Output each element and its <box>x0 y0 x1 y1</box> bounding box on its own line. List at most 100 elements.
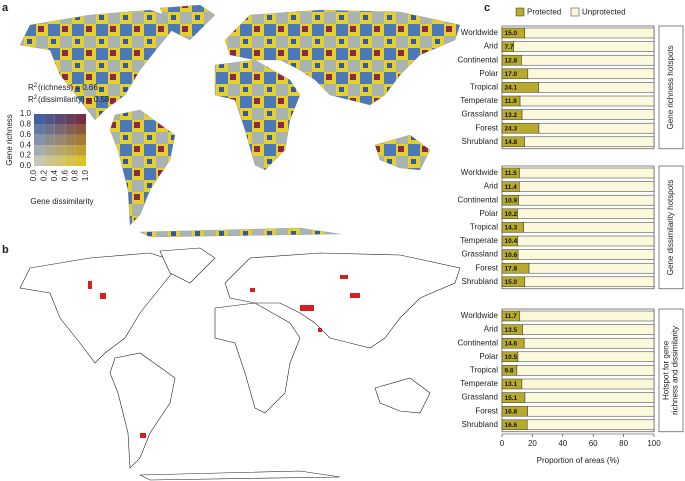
x-axis-label: Proportion of areas (%) <box>537 456 620 465</box>
bar <box>527 68 655 80</box>
group-title-box <box>658 165 684 290</box>
x-tick-label: 100 <box>647 439 661 448</box>
category-label: Grassland <box>462 110 498 119</box>
legend-label: Protected <box>527 8 561 17</box>
bar <box>521 378 655 390</box>
x-tick-label: 40 <box>558 439 567 448</box>
category-label: Shrubland <box>462 137 498 146</box>
legend-cell <box>44 114 55 125</box>
bar <box>528 262 655 274</box>
legend-cell <box>44 155 55 166</box>
map-b <box>19 247 461 481</box>
legend-cell <box>34 134 45 146</box>
legend-cell <box>34 145 45 156</box>
value-label: 14.8 <box>505 139 518 146</box>
value-label: 10.4 <box>505 238 518 245</box>
colorbar-xtick: 0.0 <box>29 169 38 181</box>
stat: (dissimilarity) = 0.58 <box>38 95 110 104</box>
legend-cell <box>65 114 76 125</box>
group-title-box <box>658 308 684 433</box>
category-label: Tropical <box>470 366 498 375</box>
value-label: 17.0 <box>505 71 518 78</box>
category-label: Temperate <box>460 96 498 105</box>
group-title: Gene richness hotspots <box>666 45 675 129</box>
category-label: Forest <box>475 406 498 415</box>
value-label: 14.6 <box>505 340 518 347</box>
legend-cell <box>65 134 76 146</box>
value-label: 13.1 <box>505 381 518 388</box>
stat: R2 <box>28 95 38 105</box>
category-label: Worldwide <box>461 168 499 177</box>
legend-cell <box>44 145 55 156</box>
x-tick-label: 20 <box>528 439 537 448</box>
bar <box>524 276 655 288</box>
legend-swatch <box>515 7 525 17</box>
bar <box>519 310 655 322</box>
category-label: Grassland <box>462 393 498 402</box>
category-label: Continental <box>458 338 499 347</box>
x-tick-label: 80 <box>619 439 628 448</box>
legend-cell <box>75 145 86 156</box>
bar <box>513 41 655 52</box>
category-label: Shrubland <box>462 420 498 429</box>
bar <box>522 324 655 335</box>
category-label: Worldwide <box>461 28 499 37</box>
bar <box>538 122 655 134</box>
legend-cell <box>75 124 86 135</box>
legend-cell <box>44 124 55 135</box>
category-label: Polar <box>479 352 498 361</box>
category-label: Worldwide <box>461 311 499 320</box>
value-label: 24.3 <box>505 125 518 132</box>
group-title: richness and dissimilarity <box>671 326 680 415</box>
legend-cell <box>54 134 66 146</box>
value-label: 15.0 <box>505 30 518 37</box>
group-title: Hotspot for gene <box>662 340 671 400</box>
colorbar-ytick: 0.6 <box>20 130 32 139</box>
legend-cell <box>75 155 86 166</box>
legend-cell <box>34 124 45 135</box>
legend-cell <box>54 155 66 166</box>
value-label: 16.6 <box>505 422 518 429</box>
category-label: Shrubland <box>462 277 498 286</box>
value-label: 11.5 <box>505 170 518 177</box>
legend-cell <box>54 124 66 135</box>
value-label: 10.6 <box>505 252 518 259</box>
legend-swatch <box>570 7 580 17</box>
bar <box>516 365 655 376</box>
category-label: Tropical <box>470 83 498 92</box>
value-label: 11.7 <box>505 313 518 320</box>
stat: R2 <box>28 83 38 93</box>
value-label: 10.2 <box>505 211 518 218</box>
stat: (richness) = 0.66 <box>38 83 98 92</box>
legend-label: Unprotected <box>582 8 626 17</box>
category-label: Polar <box>479 69 498 78</box>
bar <box>519 181 655 192</box>
value-label: 7.7 <box>505 44 514 51</box>
value-label: 10.9 <box>505 197 518 204</box>
legend-cell <box>75 134 86 146</box>
legend-cell <box>34 114 45 125</box>
group-title: Gene dissimilarity hotspots <box>666 180 675 276</box>
colorbar-xtick: 0.4 <box>50 169 59 181</box>
colorbar-ylabel: Gene richness <box>5 114 14 166</box>
bar <box>527 405 655 417</box>
bar <box>519 167 655 179</box>
value-label: 13.2 <box>505 112 518 119</box>
bar <box>521 109 655 120</box>
value-label: 14.3 <box>505 225 518 232</box>
group-title-box <box>658 25 684 150</box>
bar <box>521 54 655 66</box>
category-label: Continental <box>458 55 499 64</box>
category-label: Polar <box>479 209 498 218</box>
category-label: Forest <box>475 123 498 132</box>
bar <box>526 419 655 431</box>
bar <box>519 95 655 107</box>
category-label: Arid <box>484 182 498 191</box>
category-label: Grassland <box>462 250 498 259</box>
bar <box>524 27 655 39</box>
bar <box>538 82 655 93</box>
category-label: Temperate <box>460 379 498 388</box>
colorbar-ytick: 1.0 <box>20 109 32 118</box>
value-label: 10.5 <box>505 354 518 361</box>
